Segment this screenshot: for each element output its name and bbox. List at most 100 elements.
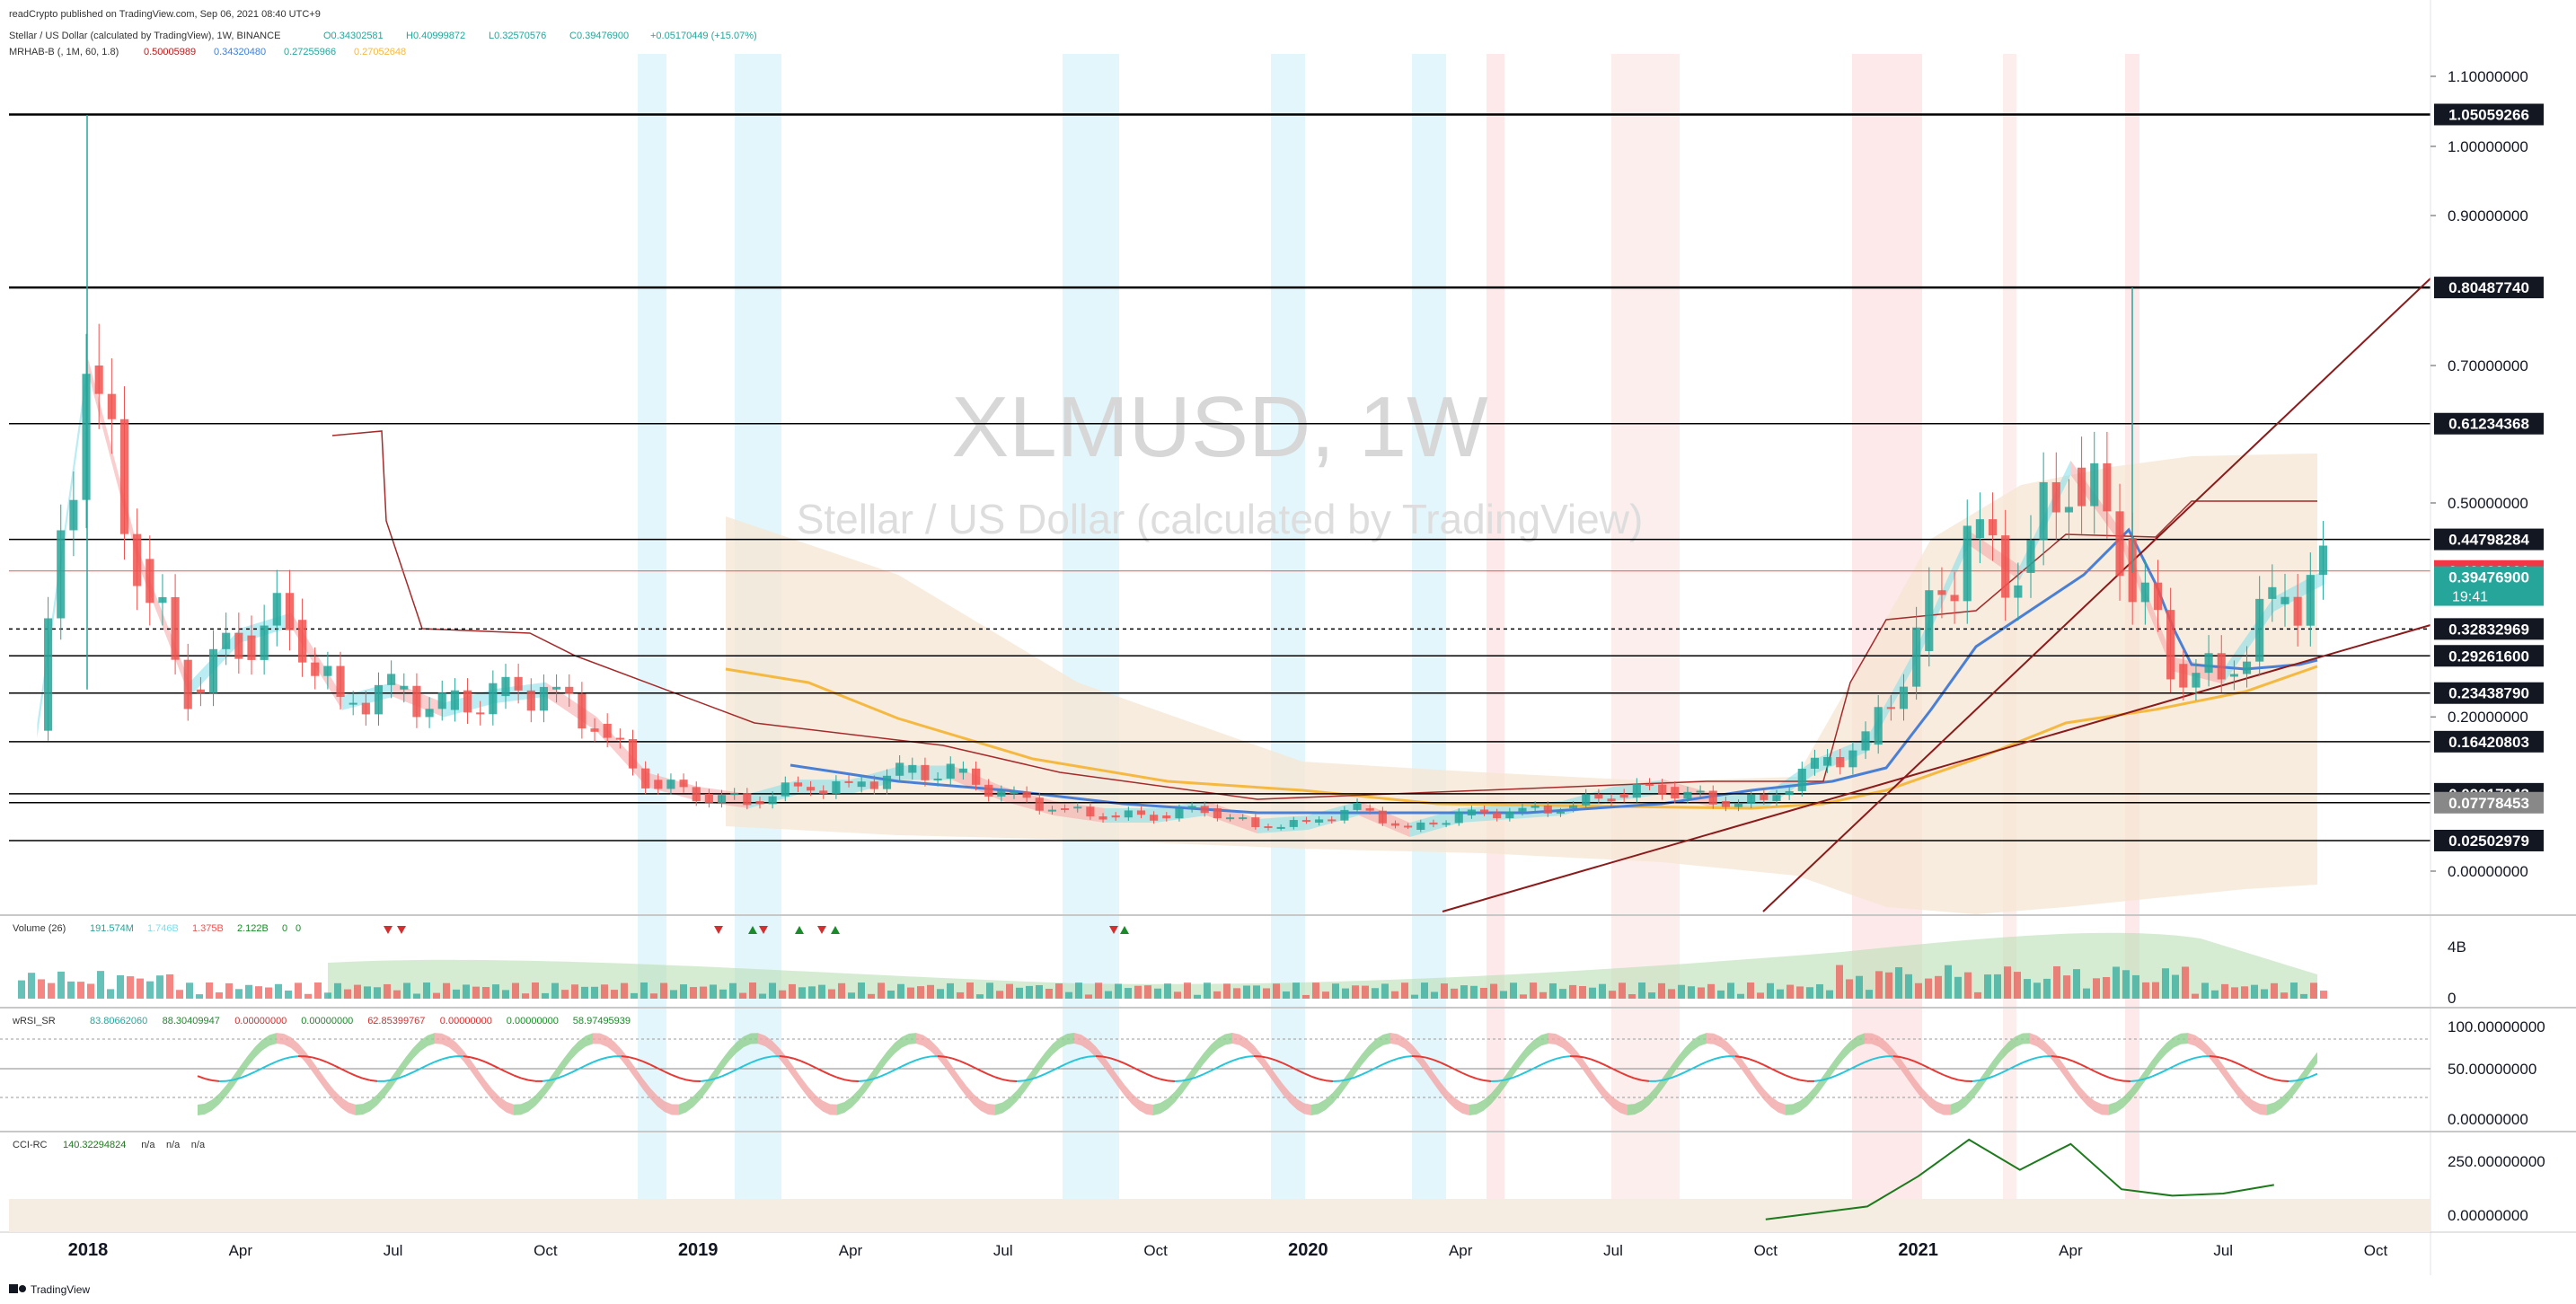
- volume-pane[interactable]: 4B 0: [18, 926, 2466, 1007]
- time-tick-label: 2019: [678, 1240, 719, 1260]
- rsi-lobe: [291, 1037, 298, 1054]
- candle-body: [997, 790, 1006, 797]
- rsi-signal-line: [678, 1077, 687, 1081]
- rsi-signal-line: [520, 1077, 529, 1081]
- volume-bar: [1974, 991, 1981, 999]
- ribbon-segment: [1257, 815, 1309, 833]
- rsi-lobe: [2044, 1041, 2051, 1060]
- price-scale[interactable]: 1.10000000 1.00000000 0.90000000 0.70000000…: [2430, 68, 2528, 880]
- level-label: 0.32832969: [2448, 621, 2529, 638]
- candle-body: [578, 693, 587, 729]
- volume-bar: [186, 982, 193, 999]
- candle-body: [1175, 808, 1184, 819]
- volume-bar: [354, 984, 361, 999]
- trendline-lower[interactable]: [1442, 624, 2431, 912]
- rsi-signal-line: [348, 1071, 357, 1077]
- volume-bar: [1460, 985, 1468, 999]
- rsi-signal-line: [621, 1055, 630, 1059]
- rsi-lobe: [1599, 1081, 1606, 1101]
- candle-body: [1416, 822, 1425, 830]
- rsi-signal-line: [2295, 1078, 2304, 1082]
- rsi-lobe: [1620, 1102, 1628, 1115]
- candle-body: [1429, 822, 1438, 825]
- price-tick-label: 0.50000000: [2448, 495, 2528, 512]
- rsi-lobe: [219, 1085, 226, 1105]
- candle-body: [1225, 817, 1235, 820]
- candle-body: [1658, 784, 1667, 795]
- rsi-signal-line: [1821, 1077, 1830, 1081]
- candle-body: [1912, 627, 1921, 687]
- rsi-signal-line: [1152, 1076, 1161, 1080]
- horizontal-levels[interactable]: [9, 113, 2430, 841]
- rsi-signal-line: [1799, 1079, 1808, 1082]
- rsi-signal-line: [750, 1059, 759, 1064]
- rsi-signal-line: [2223, 1057, 2232, 1062]
- rsi-signal-line: [1533, 1063, 1542, 1070]
- rsi-signal-line: [304, 1055, 313, 1059]
- rsi-title: wRSI_SR: [12, 1016, 56, 1026]
- ribbon-segment: [851, 765, 902, 795]
- rsi-signal-line: [398, 1074, 407, 1079]
- rsi-signal-line: [1871, 1056, 1880, 1061]
- rsi-lobe: [2152, 1051, 2159, 1071]
- candle-body: [666, 780, 675, 789]
- rsi-signal-line: [757, 1056, 766, 1062]
- volume-bar: [2063, 975, 2070, 999]
- rsi-signal-line: [793, 1057, 802, 1062]
- tradingview-logo[interactable]: TradingView: [9, 1283, 90, 1296]
- volume-bar: [18, 980, 25, 999]
- rsi-signal-line: [1382, 1060, 1391, 1065]
- volume-bar: [482, 987, 490, 999]
- volume-bar: [1085, 994, 1092, 999]
- rsi-signal-line: [2259, 1073, 2268, 1079]
- volume-bar: [2014, 972, 2021, 999]
- candle-body: [1340, 809, 1349, 821]
- rsi-lobe: [966, 1086, 974, 1106]
- cci-pane[interactable]: 250.00000000 0.00000000: [9, 1138, 2545, 1232]
- candle-body: [641, 768, 650, 789]
- rsi-signal-line: [1138, 1069, 1147, 1075]
- rsi-lobe: [1936, 1101, 1944, 1115]
- rsi-lobe: [277, 1033, 284, 1044]
- volume-bar: [1115, 983, 1122, 999]
- rsi-lobe: [557, 1058, 564, 1079]
- candle-body: [208, 648, 218, 693]
- rsi-signal-line: [463, 1055, 472, 1059]
- cci-title: CCI-RC: [13, 1140, 48, 1150]
- level-label-box: [2434, 103, 2544, 126]
- rsi-signal-line: [815, 1066, 824, 1072]
- candle-body: [1047, 809, 1057, 812]
- volume-bar: [838, 982, 845, 999]
- rsi-lobe: [665, 1101, 672, 1115]
- ohlc-readout: O0.34302581 H0.40999872 L0.32570576 C0.3…: [323, 31, 757, 41]
- rsi-signal-line: [994, 1076, 1003, 1080]
- volume-bar: [1539, 991, 1547, 999]
- rsi-pane[interactable]: 100.00000000 50.00000000 0.00000000: [0, 1018, 2545, 1128]
- rsi-lobe: [2166, 1036, 2174, 1054]
- rsi-signal-line: [2079, 1063, 2088, 1069]
- volume-axis-label: 4B: [2448, 938, 2466, 956]
- volume-bar: [2310, 982, 2317, 999]
- candle-body: [119, 419, 129, 534]
- rsi-lobe: [1570, 1043, 1577, 1063]
- rsi-lobe: [2001, 1042, 2008, 1061]
- volume-bar: [107, 989, 114, 999]
- rsi-signal-line: [276, 1058, 285, 1062]
- trendlines[interactable]: [1442, 278, 2431, 912]
- rsi-lobe: [1434, 1072, 1441, 1094]
- rsi-lobe: [1613, 1097, 1620, 1114]
- mrhab-legend[interactable]: MRHAB-B (, 1M, 60, 1.8) 0.50005989 0.343…: [9, 47, 406, 57]
- time-scale[interactable]: 2018 Apr Jul Oct 2019 Apr Jul Oct 2020 Apr Jul Oct 2…: [68, 1240, 2388, 1260]
- rsi-lobe: [1017, 1081, 1024, 1102]
- rsi-lobe: [1757, 1079, 1764, 1100]
- rsi-lobe: [1958, 1096, 1965, 1113]
- session-highlight: [1486, 54, 1504, 1232]
- rsi-lobe: [248, 1046, 255, 1067]
- signal-triangle: [795, 926, 804, 934]
- rsi-lobe: [341, 1097, 348, 1114]
- trendline-upper[interactable]: [1762, 278, 2431, 912]
- session-highlight: [1063, 54, 1119, 1232]
- volume-bar: [2201, 982, 2209, 999]
- rsi-lobe: [830, 1104, 837, 1115]
